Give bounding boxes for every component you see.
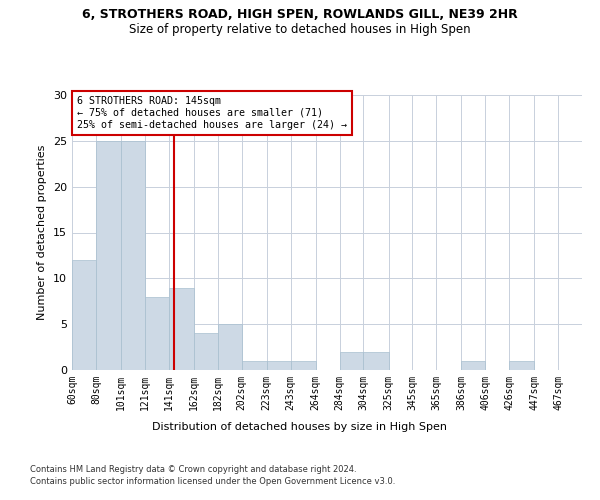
Bar bbox=[121, 141, 145, 370]
Text: Contains HM Land Registry data © Crown copyright and database right 2024.: Contains HM Land Registry data © Crown c… bbox=[30, 465, 356, 474]
Bar bbox=[96, 141, 121, 370]
Bar bbox=[194, 334, 218, 370]
Text: 6 STROTHERS ROAD: 145sqm
← 75% of detached houses are smaller (71)
25% of semi-d: 6 STROTHERS ROAD: 145sqm ← 75% of detach… bbox=[77, 96, 347, 130]
Bar bbox=[242, 361, 266, 370]
Text: Distribution of detached houses by size in High Spen: Distribution of detached houses by size … bbox=[152, 422, 448, 432]
Bar bbox=[72, 260, 96, 370]
Bar bbox=[218, 324, 242, 370]
Bar bbox=[364, 352, 389, 370]
Bar bbox=[145, 296, 169, 370]
Bar bbox=[169, 288, 194, 370]
Y-axis label: Number of detached properties: Number of detached properties bbox=[37, 145, 47, 320]
Text: Size of property relative to detached houses in High Spen: Size of property relative to detached ho… bbox=[129, 22, 471, 36]
Bar bbox=[340, 352, 364, 370]
Bar bbox=[290, 361, 316, 370]
Bar bbox=[461, 361, 485, 370]
Bar bbox=[509, 361, 534, 370]
Bar bbox=[266, 361, 290, 370]
Text: 6, STROTHERS ROAD, HIGH SPEN, ROWLANDS GILL, NE39 2HR: 6, STROTHERS ROAD, HIGH SPEN, ROWLANDS G… bbox=[82, 8, 518, 20]
Text: Contains public sector information licensed under the Open Government Licence v3: Contains public sector information licen… bbox=[30, 478, 395, 486]
